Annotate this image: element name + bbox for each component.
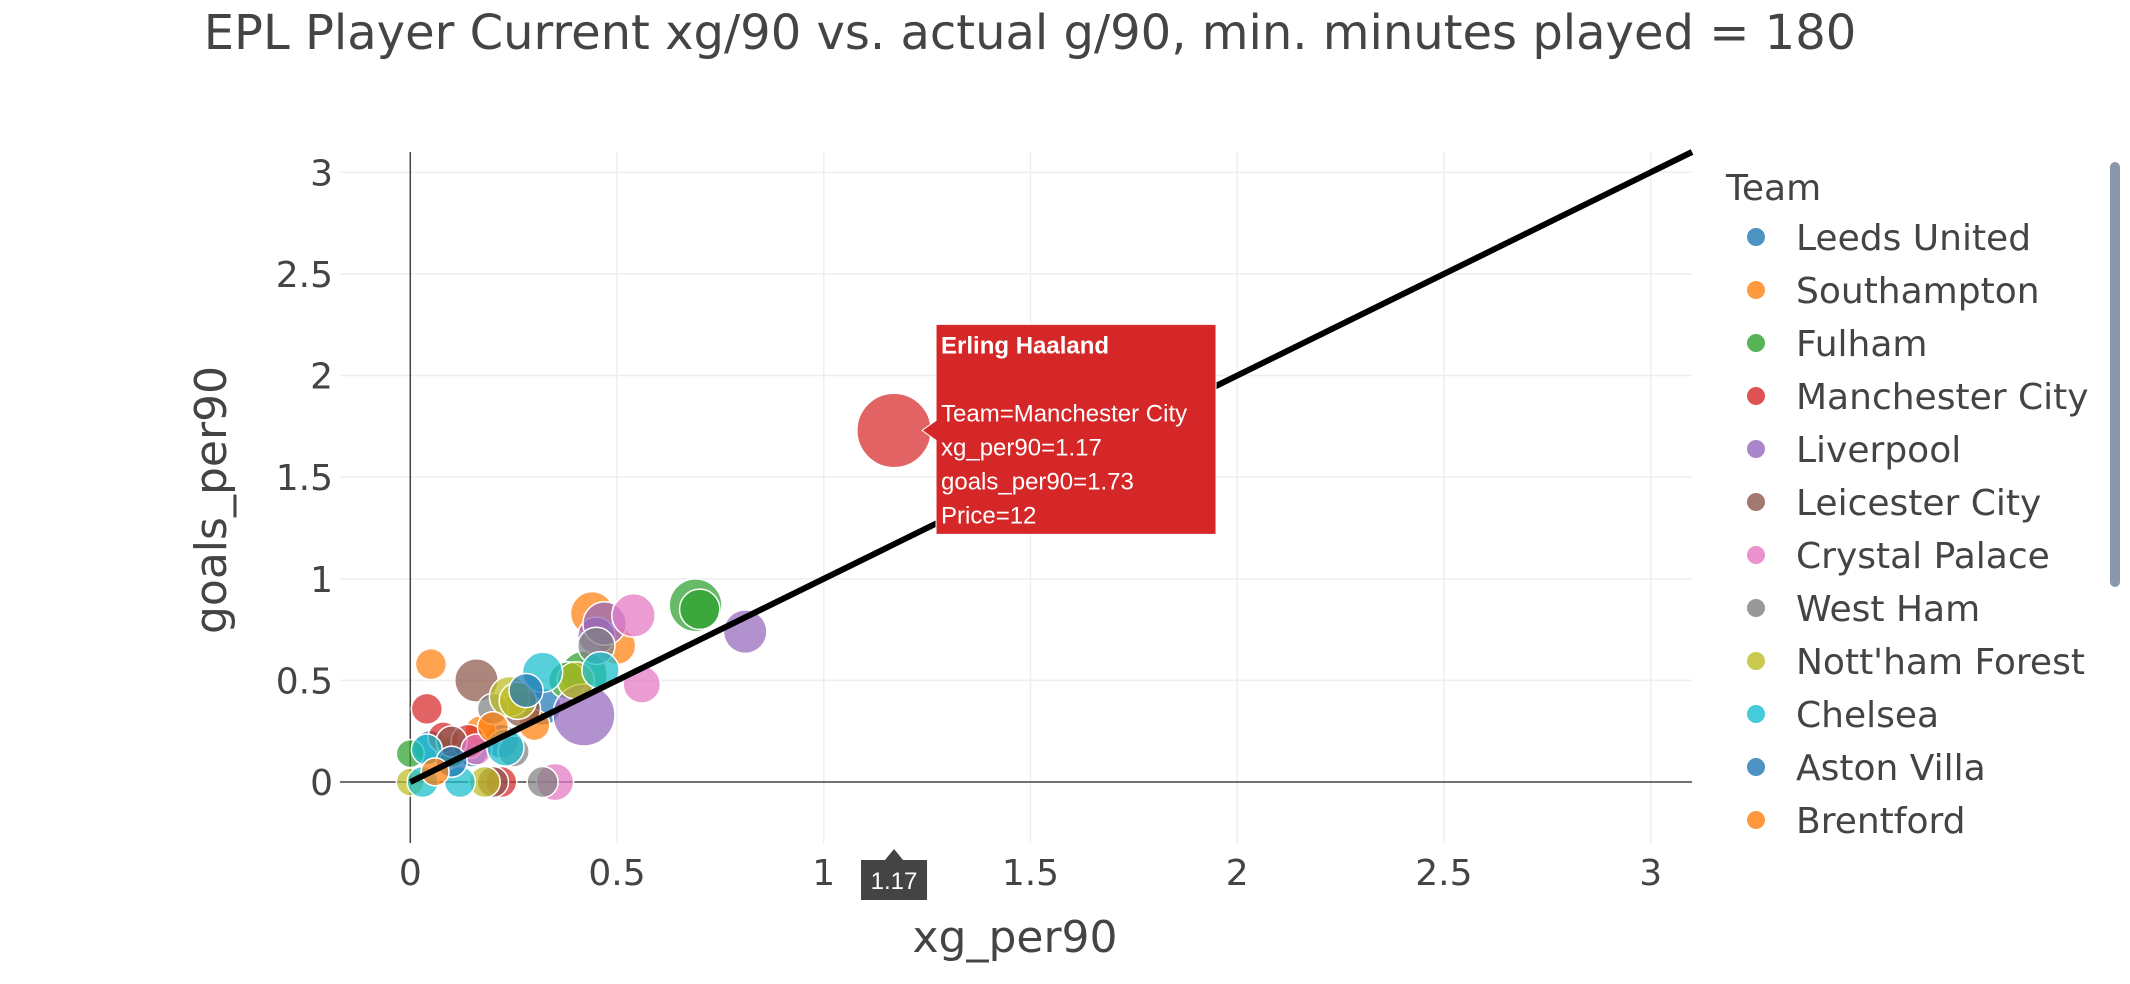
legend-scrollbar[interactable]	[2110, 162, 2120, 587]
data-point[interactable]	[526, 765, 559, 799]
tooltip-line: xg_per90=1.17	[941, 434, 1102, 461]
legend-marker	[1747, 758, 1765, 776]
y-axis-title: goals_per90	[186, 366, 237, 634]
legend-label: Leicester City	[1796, 483, 2041, 524]
legend-label: West Ham	[1796, 589, 1980, 630]
legend-marker	[1747, 546, 1765, 564]
legend-label: Leeds United	[1796, 218, 2031, 259]
y-tick-label: 0.5	[276, 661, 333, 702]
tooltip-player-name: Erling Haaland	[941, 332, 1109, 359]
y-tick-label: 1	[310, 560, 333, 601]
legend-marker	[1747, 599, 1765, 617]
legend-label: Liverpool	[1796, 430, 1961, 471]
legend-item[interactable]: Aston Villa	[1747, 748, 1986, 789]
data-point[interactable]	[611, 592, 657, 638]
x-tick-label: 0	[399, 853, 422, 894]
legend-item[interactable]: Leicester City	[1747, 483, 2041, 524]
x-tick-label: 2.5	[1415, 853, 1472, 894]
data-point[interactable]	[414, 647, 448, 681]
legend-marker	[1747, 440, 1765, 458]
legend-marker	[1747, 334, 1765, 352]
legend-marker	[1747, 281, 1765, 299]
legend-marker	[1747, 811, 1765, 829]
tooltip-box	[921, 323, 1217, 535]
legend-marker	[1747, 387, 1765, 405]
legend-item[interactable]: West Ham	[1747, 589, 1980, 630]
legend-item[interactable]: Southampton	[1747, 271, 2040, 312]
legend-item[interactable]: Brentford	[1747, 801, 1966, 842]
y-tick-label: 3	[310, 153, 333, 194]
legend-item[interactable]: Manchester City	[1747, 377, 2089, 418]
legend-label: Chelsea	[1796, 695, 1939, 736]
legend-marker	[1747, 652, 1765, 670]
legend-label: Fulham	[1796, 324, 1928, 365]
legend-item[interactable]: Crystal Palace	[1747, 536, 2050, 577]
legend-marker	[1747, 493, 1765, 511]
legend-item[interactable]: Leeds United	[1747, 218, 2031, 259]
x-hover-label-box	[861, 849, 928, 900]
data-point[interactable]	[508, 672, 544, 709]
legend-label: Aston Villa	[1796, 748, 1986, 789]
y-tick-label: 1.5	[276, 458, 333, 499]
legend-label: Southampton	[1796, 271, 2040, 312]
legend-item[interactable]: Nott'ham Forest	[1747, 642, 2085, 683]
y-tick-label: 2.5	[276, 255, 333, 296]
tick-labels: 0 0.5 1 1.5 2 2.5 3 0 0.5 1 1.5 2 2.5 3	[276, 153, 1662, 894]
y-tick-label: 0	[310, 763, 333, 804]
hover-tooltip: Erling Haaland Team=Manchester City xg_per…	[861, 323, 1217, 900]
data-point[interactable]	[410, 692, 444, 726]
x-axis-title: xg_per90	[912, 912, 1117, 963]
data-points[interactable]	[395, 392, 932, 802]
tooltip-line: goals_per90=1.73	[941, 468, 1134, 495]
legend-label: Nott'ham Forest	[1796, 642, 2085, 683]
data-point[interactable]	[856, 392, 932, 469]
tooltip-line: Team=Manchester City	[941, 400, 1187, 427]
legend-marker	[1747, 705, 1765, 723]
x-tick-label: 0.5	[588, 853, 645, 894]
tooltip-line: Price=12	[941, 502, 1036, 529]
legend-title: Team	[1725, 168, 1821, 209]
chart-title: EPL Player Current xg/90 vs. actual g/90…	[204, 5, 1857, 61]
data-point[interactable]	[678, 588, 721, 631]
legend-label: Manchester City	[1796, 377, 2089, 418]
y-tick-label: 2	[310, 357, 333, 398]
legend[interactable]: Team Leeds United Southampton Fulham Manche…	[1725, 168, 2089, 842]
legend-item[interactable]: Fulham	[1747, 324, 1928, 365]
x-tick-label: 1	[812, 853, 835, 894]
legend-item[interactable]: Liverpool	[1747, 430, 1961, 471]
x-tick-label: 3	[1639, 853, 1662, 894]
legend-label: Brentford	[1796, 801, 1966, 842]
legend-marker	[1747, 228, 1765, 246]
legend-label: Crystal Palace	[1796, 536, 2050, 577]
x-hover-label: 1.17	[871, 868, 918, 895]
x-tick-label: 2	[1226, 853, 1249, 894]
x-tick-label: 1.5	[1002, 853, 1059, 894]
legend-item[interactable]: Chelsea	[1747, 695, 1939, 736]
